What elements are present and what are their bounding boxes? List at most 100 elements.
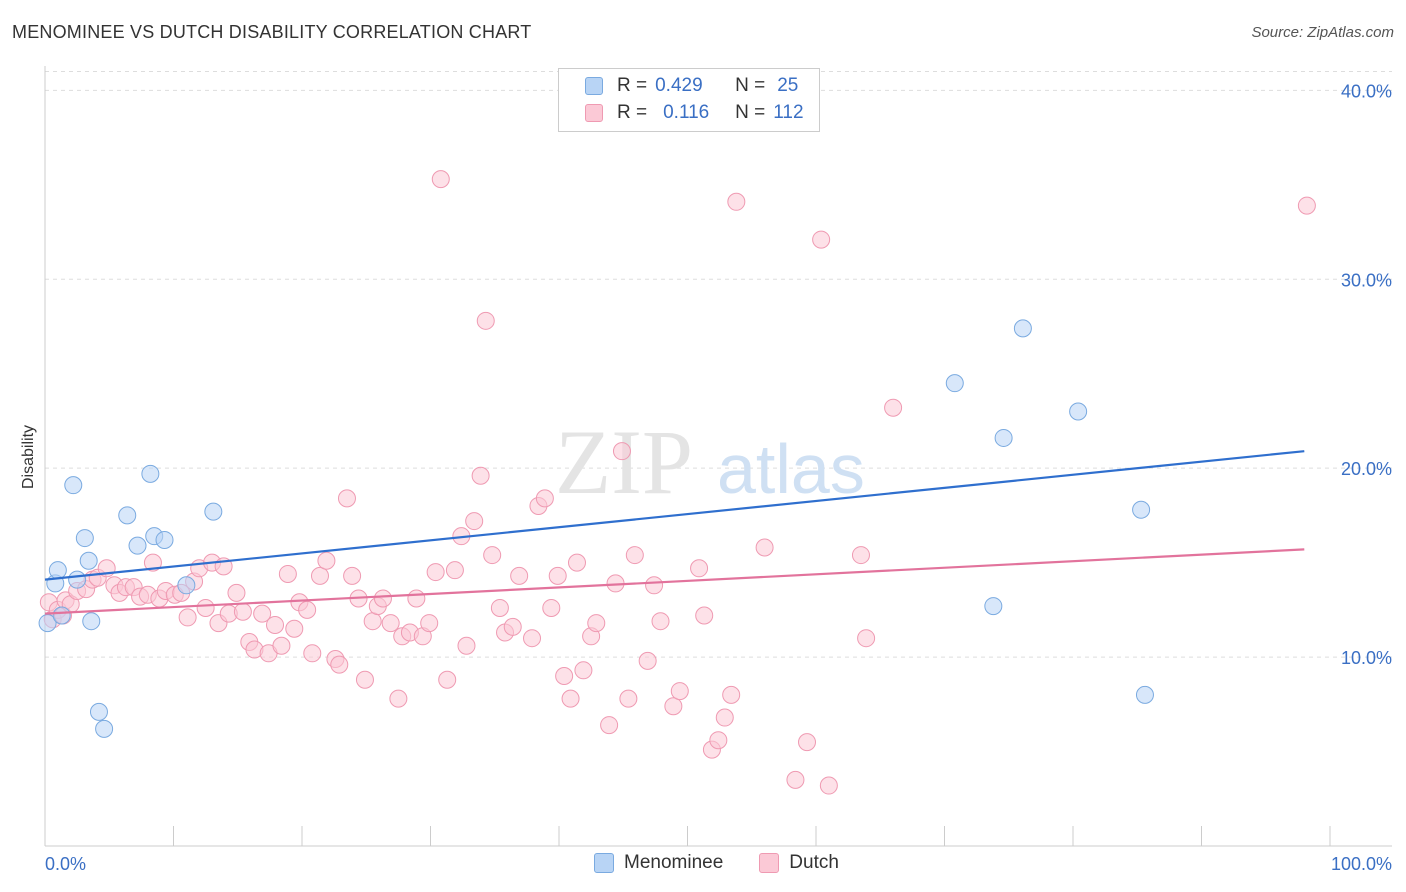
- dutch-point: [1297, 196, 1316, 215]
- legend-row-dutch: R = 0.116 N = 112: [585, 101, 804, 125]
- trend-lines: [44, 450, 1305, 615]
- dutch-point: [645, 576, 664, 595]
- menominee-point: [89, 702, 108, 721]
- watermark-zip: ZIP: [555, 411, 693, 513]
- dutch-point: [389, 689, 408, 708]
- dutch-point: [266, 615, 285, 634]
- dutch-point: [438, 670, 457, 689]
- bottom-legend-dutch[interactable]: Dutch: [759, 852, 839, 874]
- menominee-point: [118, 506, 137, 525]
- menominee-point: [52, 606, 71, 625]
- y-tick-label: 30.0%: [1341, 270, 1392, 290]
- dutch-point: [851, 546, 870, 565]
- dutch-trend-line: [44, 548, 1305, 615]
- dutch-point: [561, 689, 580, 708]
- dutch-point: [178, 608, 197, 627]
- dutch-point: [330, 655, 349, 674]
- dutch-point: [670, 682, 689, 701]
- grid-lines: [45, 70, 1392, 658]
- menominee-point: [141, 464, 160, 483]
- menominee-point: [1135, 685, 1154, 704]
- dutch-point: [337, 489, 356, 508]
- dutch-point: [587, 614, 606, 633]
- menominee-points: [38, 319, 1154, 738]
- dutch-point: [426, 563, 445, 582]
- menominee-point: [75, 529, 94, 548]
- bottom-legend: Menominee Dutch: [594, 852, 875, 874]
- menominee-point: [95, 719, 114, 738]
- dutch-point: [431, 170, 450, 189]
- legend-swatch-dutch: [585, 104, 603, 122]
- y-tick-label: 10.0%: [1341, 648, 1392, 668]
- dutch-point: [625, 546, 644, 565]
- dutch-point: [381, 614, 400, 633]
- y-tick-label: 20.0%: [1341, 459, 1392, 479]
- dutch-point: [343, 566, 362, 585]
- legend-box: R = 0.429 N = 25 R = 0.116 N = 112: [558, 68, 820, 132]
- legend-r-value: 0.116: [663, 102, 710, 123]
- dutch-point: [143, 553, 162, 572]
- dutch-point: [884, 398, 903, 417]
- dutch-point: [303, 644, 322, 663]
- watermark-atlas: atlas: [717, 430, 865, 508]
- dutch-point: [690, 559, 709, 578]
- dutch-point: [664, 697, 683, 716]
- legend-r-label: R =: [617, 102, 648, 123]
- menominee-point: [204, 502, 223, 521]
- dutch-point: [483, 546, 502, 565]
- dutch-point: [612, 442, 631, 461]
- watermark: ZIP atlas: [555, 411, 865, 513]
- dutch-point: [407, 589, 426, 608]
- dutch-point: [253, 604, 272, 623]
- y-axis-label: Disability: [20, 425, 37, 489]
- dutch-point: [298, 600, 317, 619]
- menominee-point: [68, 570, 87, 589]
- dutch-point: [457, 636, 476, 655]
- dutch-point: [709, 731, 728, 750]
- legend-n-label: N =: [735, 102, 766, 123]
- dutch-point: [727, 192, 746, 211]
- dutch-point: [465, 512, 484, 531]
- dutch-point: [227, 583, 246, 602]
- menominee-point: [155, 530, 174, 549]
- axes: [44, 66, 1392, 847]
- menominee-point: [128, 536, 147, 555]
- dutch-point: [695, 606, 714, 625]
- menominee-point: [1013, 319, 1032, 338]
- legend-n-value: 112: [773, 102, 804, 123]
- dutch-point: [651, 612, 670, 631]
- dutch-point: [420, 614, 439, 633]
- dutch-point: [574, 661, 593, 680]
- legend-n-label: N =: [735, 75, 766, 96]
- dutch-point: [812, 230, 831, 249]
- bottom-legend-label-dutch: Dutch: [789, 852, 839, 873]
- dutch-point: [548, 566, 567, 585]
- dutch-point: [535, 489, 554, 508]
- bottom-legend-label-menominee: Menominee: [624, 852, 724, 873]
- dutch-point: [445, 561, 464, 580]
- legend-r-label: R =: [617, 75, 648, 96]
- dutch-point: [819, 776, 838, 795]
- bottom-legend-menominee[interactable]: Menominee: [594, 852, 723, 874]
- legend-r-value: 0.429: [655, 75, 703, 96]
- legend-swatch-menominee: [585, 77, 603, 95]
- bottom-legend-swatch-menominee: [594, 853, 614, 873]
- chart-title: MENOMINEE VS DUTCH DISABILITY CORRELATIO…: [12, 22, 532, 42]
- dutch-point: [278, 564, 297, 583]
- dutch-point: [317, 551, 336, 570]
- dutch-point: [272, 636, 291, 655]
- dutch-point: [523, 629, 542, 648]
- x-tick-label: 100.0%: [1331, 854, 1392, 874]
- dutch-point: [638, 651, 657, 670]
- dutch-point: [722, 685, 741, 704]
- dutch-point: [310, 566, 329, 585]
- dutch-point: [490, 598, 509, 617]
- dutch-point: [285, 619, 304, 638]
- menominee-point: [1132, 500, 1151, 519]
- source-label: Source: ZipAtlas.com: [1251, 24, 1394, 41]
- dutch-point: [510, 566, 529, 585]
- dutch-point: [355, 670, 374, 689]
- dutch-point: [476, 311, 495, 330]
- dutch-point: [715, 708, 734, 727]
